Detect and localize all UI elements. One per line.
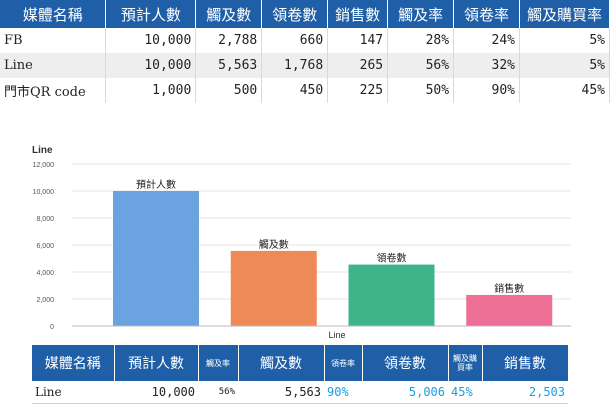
cell-reach-rate: 28%: [387, 28, 455, 53]
bt-header-sales: 銷售數: [482, 345, 569, 381]
bar-category-label: 觸及數: [259, 238, 289, 251]
bt-cell-reach-rate: 56%: [198, 381, 238, 404]
cell-coupon: 450: [261, 78, 329, 103]
header-sales: 銷售數: [327, 0, 389, 28]
header-coupon-rate: 領卷率: [453, 0, 521, 28]
bt-header-purchase-rate: 觸及購買率: [448, 345, 483, 381]
cell-media: Line: [0, 53, 107, 78]
bt-cell-purchase-rate: 45%: [448, 381, 482, 404]
table-row: FB 10,000 2,788 660 147 28% 24% 5%: [0, 28, 610, 53]
x-axis-label: Line: [328, 330, 345, 340]
y-tick-label: 6,000: [36, 243, 54, 250]
y-tick-label: 12,000: [33, 162, 55, 169]
cell-expected: 10,000: [105, 53, 197, 78]
cell-purchase-rate: 5%: [519, 53, 610, 78]
bt-cell-reach: 5,563: [238, 381, 324, 404]
y-axis-ticks: 0 2,000 4,000 6,000 8,000 10,000 12,000: [33, 162, 55, 331]
cell-sales: 225: [327, 78, 389, 103]
table-row: Line 10,000 56% 5,563 90% 5,006 45% 2,50…: [32, 381, 568, 404]
header-purchase-rate: 觸及購買率: [519, 0, 610, 28]
bar-chart: Line 0 2,000 4,000 6,000 8,000 10,000 12,000 預…: [32, 145, 571, 340]
cell-coupon-rate: 24%: [453, 28, 521, 53]
bt-header-reach-rate: 觸及率: [198, 345, 239, 381]
bars: [113, 191, 553, 326]
cell-sales: 147: [327, 28, 389, 53]
cell-reach: 500: [195, 78, 263, 103]
cell-sales: 265: [327, 53, 389, 78]
y-tick-label: 4,000: [36, 270, 54, 277]
cell-expected: 1,000: [105, 78, 197, 103]
bt-cell-expected: 10,000: [114, 381, 198, 404]
bt-cell-media: Line: [32, 381, 114, 404]
chart-title: Line: [32, 145, 53, 156]
cell-coupon: 1,768: [261, 53, 329, 78]
cell-coupon-rate: 90%: [453, 78, 521, 103]
header-media-name: 媒體名稱: [0, 0, 107, 28]
header-reach-rate: 觸及率: [387, 0, 455, 28]
cell-media: 門市QR code: [0, 78, 107, 103]
bar-3: [466, 294, 553, 326]
cell-reach: 2,788: [195, 28, 263, 53]
header-reach: 觸及數: [195, 0, 263, 28]
cell-reach: 5,563: [195, 53, 263, 78]
bt-cell-coupon-rate: 90%: [324, 381, 362, 404]
cell-media: FB: [0, 28, 107, 53]
bt-header-coupon-rate: 領卷率: [324, 345, 363, 381]
cell-reach-rate: 56%: [387, 53, 455, 78]
bottom-line-table: 媒體名稱 預計人數 觸及率 觸及數 領卷率 領卷數 觸及購買率 銷售數 Line…: [32, 345, 569, 404]
table-row: 門市QR code 1,000 500 450 225 50% 90% 45%: [0, 78, 610, 103]
cell-purchase-rate: 5%: [519, 28, 610, 53]
bt-header-coupon: 領卷數: [362, 345, 449, 381]
cell-purchase-rate: 45%: [519, 78, 610, 103]
y-tick-label: 2,000: [36, 297, 54, 304]
bt-header-reach: 觸及數: [238, 345, 325, 381]
table-row: Line 10,000 5,563 1,768 265 56% 32% 5%: [0, 53, 610, 78]
header-expected: 預計人數: [105, 0, 197, 28]
cell-coupon: 660: [261, 28, 329, 53]
bt-cell-sales: 2,503: [482, 381, 568, 404]
bar-1: [230, 250, 317, 326]
bar-category-label: 領卷數: [377, 252, 407, 265]
top-media-table: 媒體名稱 預計人數 觸及數 領卷數 銷售數 觸及率 領卷率 觸及購買率 FB 1…: [0, 0, 610, 103]
bar-category-label: 銷售數: [494, 282, 524, 295]
header-coupon: 領卷數: [261, 0, 329, 28]
top-table-header-row: 媒體名稱 預計人數 觸及數 領卷數 銷售數 觸及率 領卷率 觸及購買率: [0, 0, 610, 28]
y-tick-label: 10,000: [33, 189, 55, 196]
bt-header-expected: 預計人數: [114, 345, 199, 381]
bar-2: [348, 264, 435, 326]
bar-category-label: 預計人數: [136, 178, 176, 191]
bottom-table-header-row: 媒體名稱 預計人數 觸及率 觸及數 領卷率 領卷數 觸及購買率 銷售數: [32, 345, 569, 381]
cell-expected: 10,000: [105, 28, 197, 53]
bt-cell-coupon: 5,006: [362, 381, 448, 404]
bar-0: [113, 191, 199, 326]
y-tick-label: 8,000: [36, 216, 54, 223]
bt-header-media-name: 媒體名稱: [32, 345, 115, 381]
y-tick-label: 0: [50, 324, 54, 331]
cell-reach-rate: 50%: [387, 78, 455, 103]
cell-coupon-rate: 32%: [453, 53, 521, 78]
